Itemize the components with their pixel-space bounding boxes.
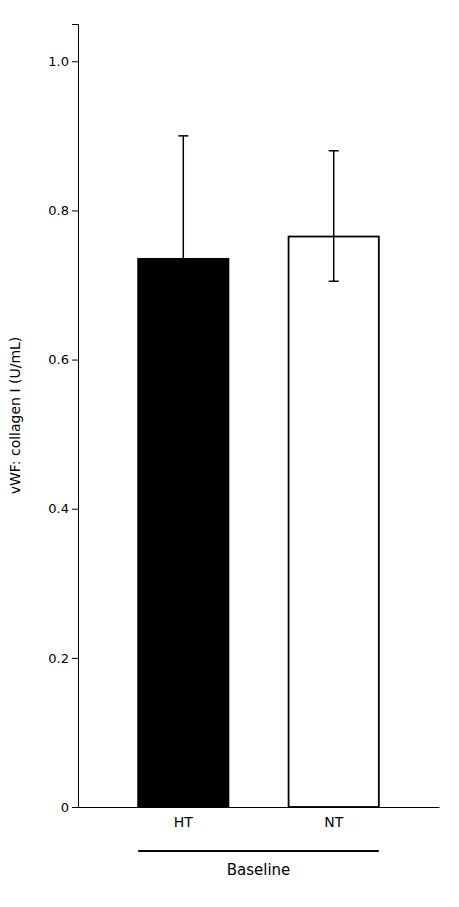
error-bar — [178, 136, 188, 311]
y-tick-mark — [72, 210, 78, 211]
bar — [138, 259, 228, 807]
x-tick: HT — [174, 814, 194, 830]
y-tick-mark — [72, 61, 78, 62]
y-tick-label: 0.4 — [48, 501, 69, 516]
y-tick: 0 — [61, 800, 78, 815]
plot: 0 0.2 0.4 0.6 0.8 1.0 HT NT vWF: collagen I (U/m… — [7, 25, 440, 880]
y-tick-label: 0.6 — [48, 352, 69, 367]
y-axis-line — [72, 25, 79, 808]
error-bar-cap-lower — [329, 281, 339, 283]
error-bar-cap-lower — [178, 310, 188, 312]
error-bar-cap-upper — [329, 150, 339, 152]
y-axis: 0 0.2 0.4 0.6 0.8 1.0 — [48, 25, 78, 815]
y-tick-label: 0.8 — [48, 203, 69, 218]
marks — [138, 136, 379, 807]
x-axis-title: Baseline — [227, 861, 291, 879]
y-tick-label: 0 — [61, 800, 69, 815]
y-tick-mark — [72, 807, 78, 808]
bar — [289, 237, 379, 807]
chart: 0 0.2 0.4 0.6 0.8 1.0 HT NT vWF: collagen I (U/m… — [0, 0, 459, 907]
error-bar-stem — [333, 151, 335, 282]
y-tick-label: 0.2 — [48, 651, 69, 666]
y-tick: 0.8 — [48, 203, 78, 218]
x-tick-label: HT — [174, 814, 194, 830]
x-tick-label: NT — [324, 814, 343, 830]
error-bar-stem — [183, 136, 185, 311]
y-tick-mark — [72, 658, 78, 659]
y-tick-label: 1.0 — [48, 54, 69, 69]
y-tick: 0.4 — [48, 501, 78, 516]
y-tick: 0.6 — [48, 352, 78, 367]
error-bar-cap-upper — [178, 135, 188, 137]
y-axis-title: vWF: collagen I (U/mL) — [7, 337, 23, 495]
x-axis: HT NT — [79, 808, 440, 830]
x-tick: NT — [324, 814, 343, 830]
y-tick: 0.2 — [48, 651, 78, 666]
x-axis-line — [79, 807, 440, 808]
y-tick-mark — [72, 509, 78, 510]
y-tick: 1.0 — [48, 54, 78, 69]
y-tick-mark — [72, 360, 78, 361]
group-line — [138, 850, 379, 852]
error-bar — [329, 151, 339, 282]
